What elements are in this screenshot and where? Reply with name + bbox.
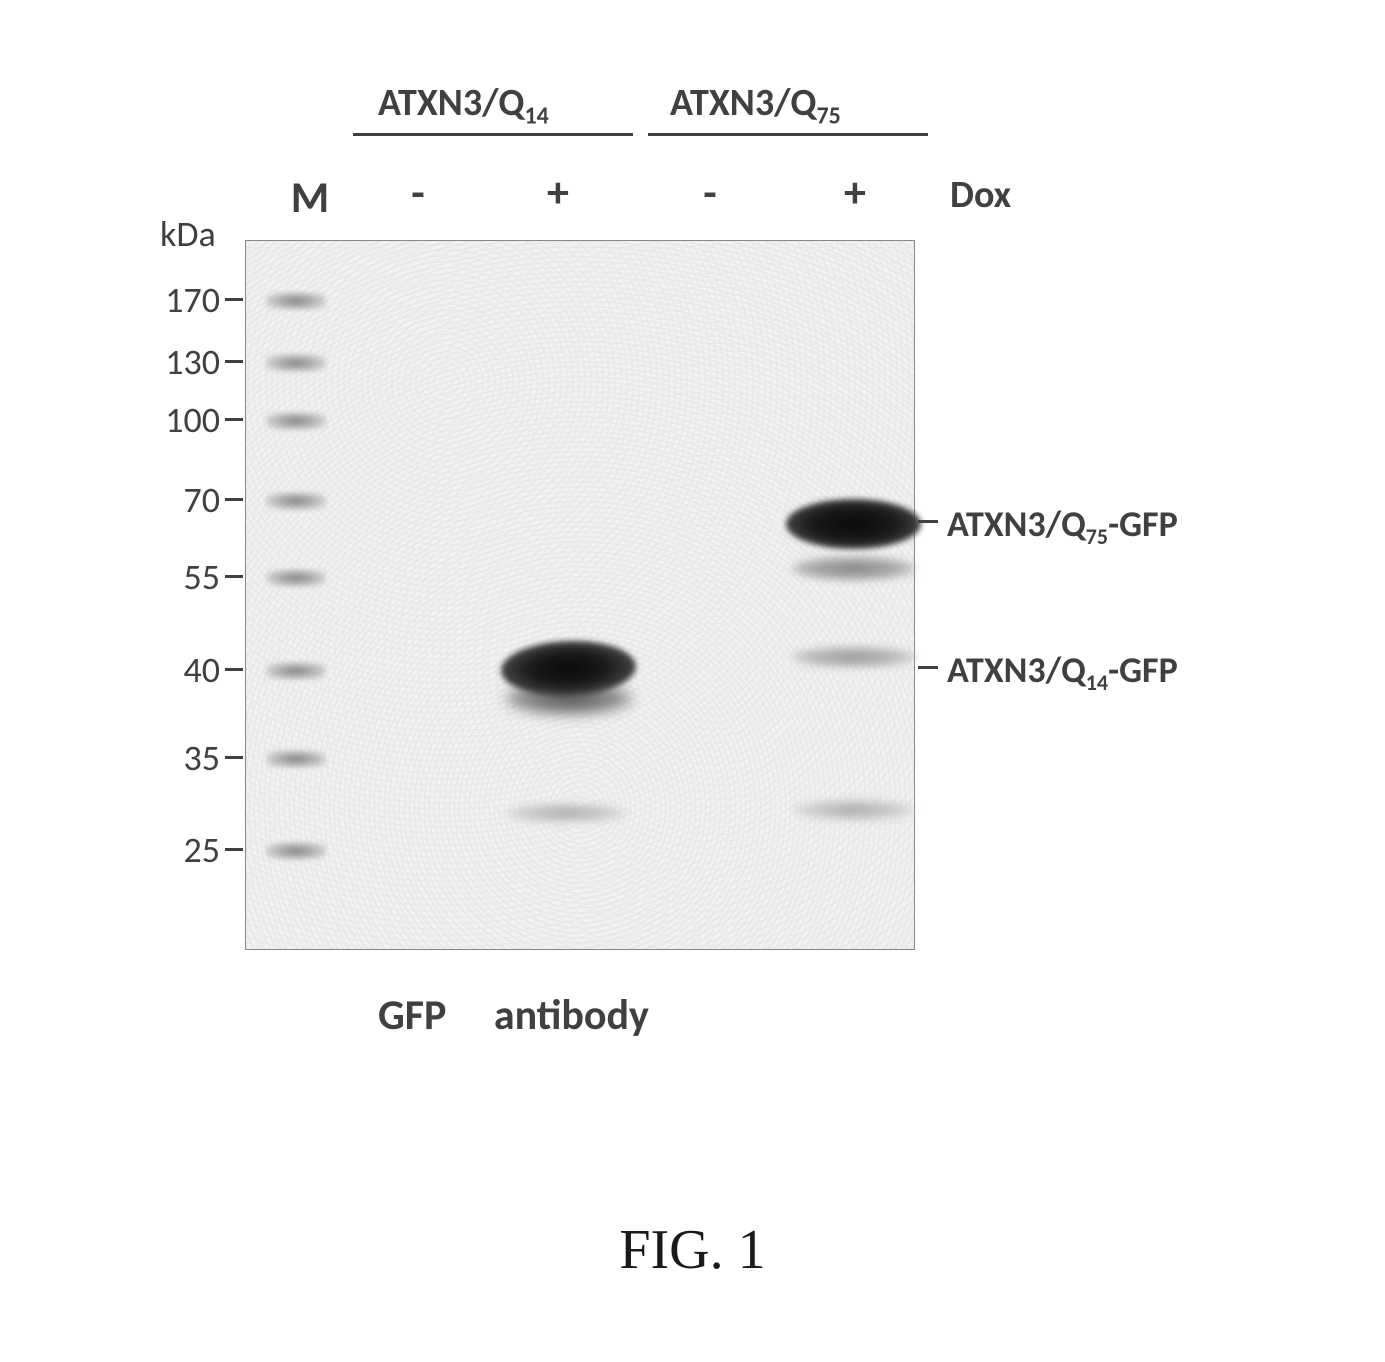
western-blot-image <box>245 240 915 950</box>
marker-band-55 <box>266 569 326 587</box>
marker-label-170: 170 <box>140 278 220 322</box>
faint-band-lane2 <box>506 803 626 823</box>
marker-label-25: 25 <box>140 828 220 872</box>
group-bar-q75 <box>648 133 928 136</box>
marker-tick-70 <box>225 498 243 501</box>
marker-tick-170 <box>225 298 243 301</box>
band-label-1: ATXN3/Q14-GFP <box>947 648 1178 696</box>
lane-header-q14-plus: + <box>488 165 628 219</box>
marker-label-40: 40 <box>140 648 220 692</box>
faint-band-lane4 <box>794 799 914 821</box>
marker-tick-100 <box>225 418 243 421</box>
marker-band-25 <box>266 842 326 860</box>
band-q75-lower-faint <box>791 556 916 581</box>
marker-label-130: 130 <box>140 340 220 384</box>
marker-band-170 <box>266 292 326 310</box>
marker-tick-25 <box>225 848 243 851</box>
antibody-label: GFP antibody <box>378 990 649 1041</box>
marker-label-70: 70 <box>140 478 220 522</box>
figure-panel: ATXN3/Q14 ATXN3/Q75 M - + - + Dox kDa 17… <box>130 80 1250 1180</box>
group-label-q14: ATXN3/Q14 <box>378 80 549 131</box>
dox-label: Dox <box>950 172 1011 218</box>
marker-label-55: 55 <box>140 555 220 599</box>
marker-label-100: 100 <box>140 398 220 442</box>
group-bar-q14 <box>353 133 633 136</box>
band-atxn3-q75-gfp <box>786 499 921 549</box>
marker-band-100 <box>266 412 326 430</box>
marker-tick-130 <box>225 360 243 363</box>
lane-header-q75-minus: - <box>640 165 780 219</box>
group-label-q75: ATXN3/Q75 <box>670 80 841 131</box>
band-tick-1 <box>918 666 938 669</box>
marker-band-130 <box>266 354 326 372</box>
marker-tick-55 <box>225 575 243 578</box>
marker-label-35: 35 <box>140 736 220 780</box>
lane-header-q14-minus: - <box>348 165 488 219</box>
marker-tick-40 <box>225 668 243 671</box>
marker-band-70 <box>266 492 326 510</box>
blot-noise-texture <box>246 241 914 949</box>
figure-caption: FIG. 1 <box>0 1218 1385 1282</box>
marker-band-35 <box>266 750 326 768</box>
band-q75-aux-faint <box>791 646 916 668</box>
lane-header-q75-plus: + <box>785 165 925 219</box>
band-tick-0 <box>918 520 938 523</box>
marker-tick-35 <box>225 756 243 759</box>
marker-band-40 <box>266 662 326 680</box>
kda-unit-label: kDa <box>160 212 216 256</box>
band-label-0: ATXN3/Q75-GFP <box>947 502 1178 550</box>
